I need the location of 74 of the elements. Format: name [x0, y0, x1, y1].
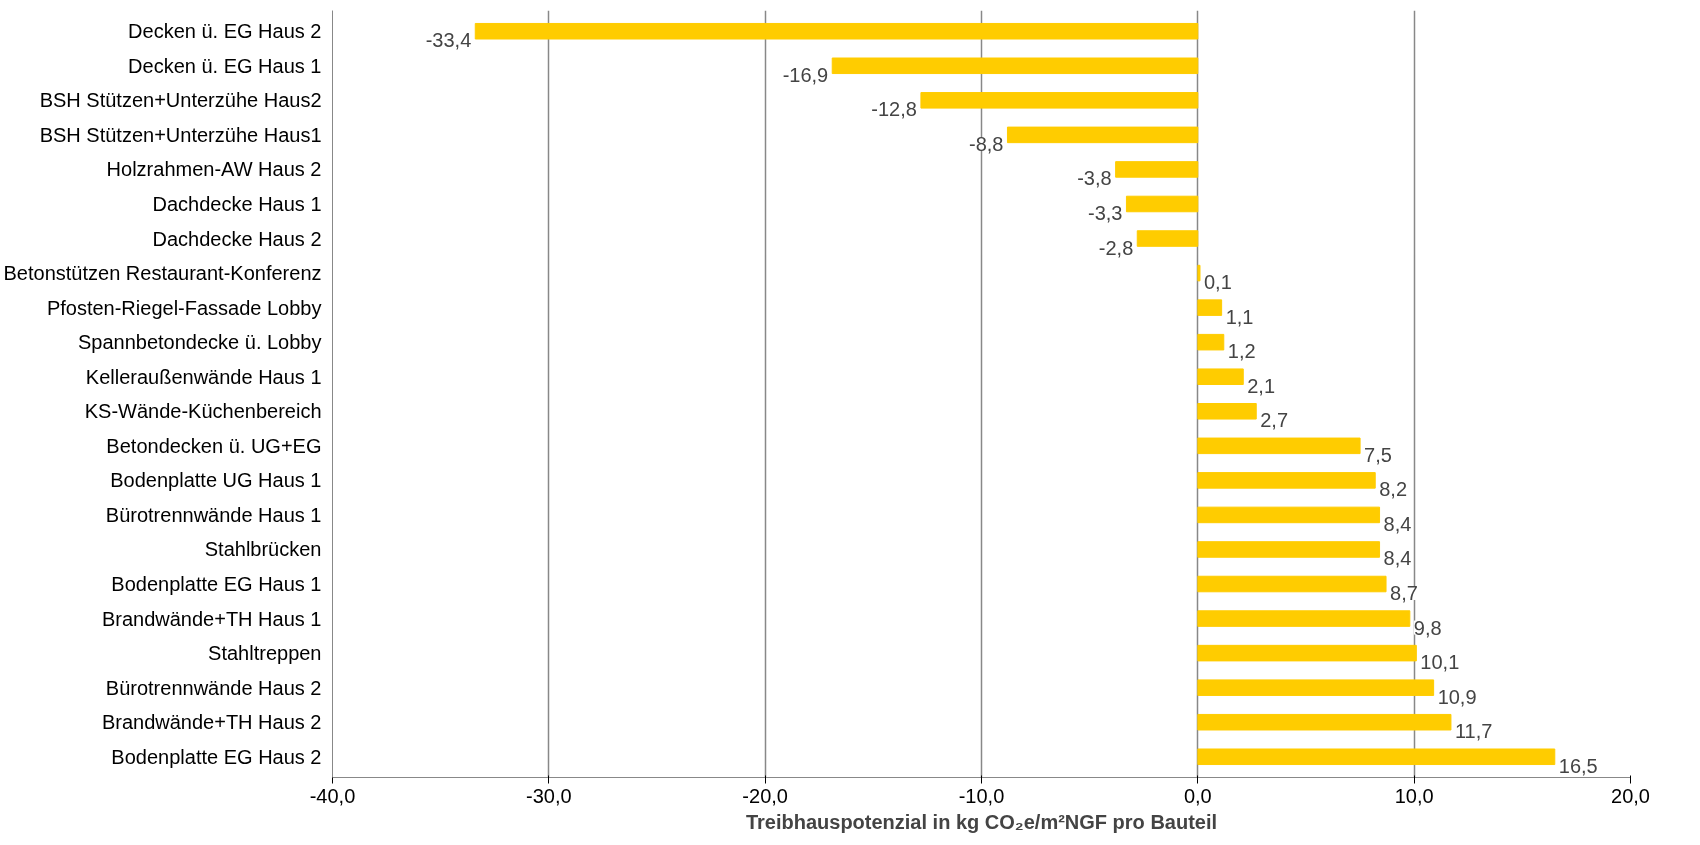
data-label: 11,7 — [1454, 720, 1493, 743]
data-label: -2,8 — [1098, 236, 1134, 259]
data-label: 1,2 — [1227, 340, 1256, 363]
data-label: 7,5 — [1364, 443, 1392, 466]
x-tick-label: 0,0 — [1183, 784, 1212, 807]
data-label: -3,3 — [1087, 201, 1123, 224]
data-label: 8,4 — [1383, 512, 1412, 535]
y-tick-label: Holzrahmen-AW Haus 2 — [106, 158, 322, 181]
data-label: 16,5 — [1558, 754, 1598, 777]
bar — [474, 22, 1199, 40]
data-label: -3,8 — [1077, 167, 1112, 190]
bar — [1197, 403, 1257, 420]
y-tick-label: Bürotrennwände Haus 1 — [105, 503, 322, 526]
x-tick-label: 10,0 — [1394, 784, 1434, 807]
y-tick-label: Bodenplatte UG Haus 1 — [110, 469, 322, 492]
bar — [1197, 333, 1225, 351]
x-tick-label: -30,0 — [526, 784, 572, 807]
y-tick-label: Betondecken ü. UG+EG — [106, 434, 322, 457]
data-label: 8,4 — [1383, 547, 1412, 570]
bar — [1197, 644, 1417, 662]
bar — [1197, 748, 1556, 766]
y-tick-label: Dachdecke Haus 1 — [152, 192, 322, 215]
y-tick-label: Dachdecke Haus 2 — [152, 227, 322, 250]
data-label: 2,1 — [1247, 374, 1276, 397]
data-label: 10,9 — [1437, 685, 1477, 708]
bar — [831, 57, 1199, 75]
y-tick-label: Kelleraußenwände Haus 1 — [85, 365, 322, 388]
bar — [1197, 506, 1381, 524]
bar — [1197, 610, 1411, 627]
bar — [1006, 126, 1199, 144]
bar — [1115, 161, 1199, 178]
bar — [1125, 195, 1199, 213]
y-tick-label: Bodenplatte EG Haus 1 — [111, 573, 322, 596]
bar — [1197, 713, 1452, 731]
bar — [1197, 264, 1201, 282]
data-label: 1,1 — [1225, 305, 1254, 328]
y-tick-label: Bodenplatte EG Haus 2 — [111, 745, 322, 768]
data-label: -8,8 — [969, 132, 1004, 155]
y-tick-label: Pfosten-Riegel-Fassade Lobby — [46, 296, 322, 319]
data-label: 8,7 — [1390, 582, 1418, 605]
y-tick-label: BSH Stützen+Unterzühe Haus1 — [39, 123, 322, 146]
bar — [1197, 679, 1435, 696]
y-tick-label: Brandwände+TH Haus 2 — [101, 711, 322, 734]
bar — [1197, 299, 1223, 316]
y-tick-label: Stahlbrücken — [204, 538, 322, 561]
bar — [1197, 541, 1381, 558]
y-tick-label: Spannbetondecke ü. Lobby — [77, 331, 322, 354]
data-label: -12,8 — [871, 98, 917, 121]
bar — [920, 92, 1199, 109]
data-label: 2,7 — [1260, 409, 1289, 432]
y-tick-label: BSH Stützen+Unterzühe Haus2 — [39, 89, 322, 112]
data-label: 10,1 — [1420, 651, 1460, 674]
data-label: 0,1 — [1204, 271, 1232, 294]
y-tick-label: Bürotrennwände Haus 2 — [105, 676, 322, 699]
bar — [1197, 368, 1244, 385]
y-tick-label: Stahltreppen — [208, 642, 322, 665]
x-tick-label: -10,0 — [958, 784, 1005, 807]
bar — [1197, 575, 1387, 593]
bar — [1136, 230, 1199, 247]
y-tick-label: Brandwände+TH Haus 1 — [101, 607, 322, 630]
x-axis-title: Treibhauspotenzial in kg CO₂e/m²NGF pro Bauteil — [745, 810, 1218, 833]
y-tick-label: Betonstützen Restaurant-Konferenz — [3, 262, 322, 285]
y-tick-label: KS-Wände-Küchenbereich — [84, 400, 322, 423]
data-label: -16,9 — [782, 63, 829, 86]
bar — [1197, 437, 1361, 455]
x-tick-label: 20,0 — [1611, 784, 1650, 807]
x-tick-label: -40,0 — [309, 784, 356, 807]
y-tick-label: Decken ü. EG Haus 1 — [128, 54, 322, 77]
bar — [1197, 472, 1376, 489]
y-tick-label: Decken ü. EG Haus 2 — [128, 20, 322, 43]
x-tick-label: -20,0 — [742, 784, 788, 807]
data-label: 8,2 — [1379, 478, 1408, 501]
data-label: -33,4 — [425, 29, 472, 52]
data-label: 9,8 — [1413, 616, 1442, 639]
